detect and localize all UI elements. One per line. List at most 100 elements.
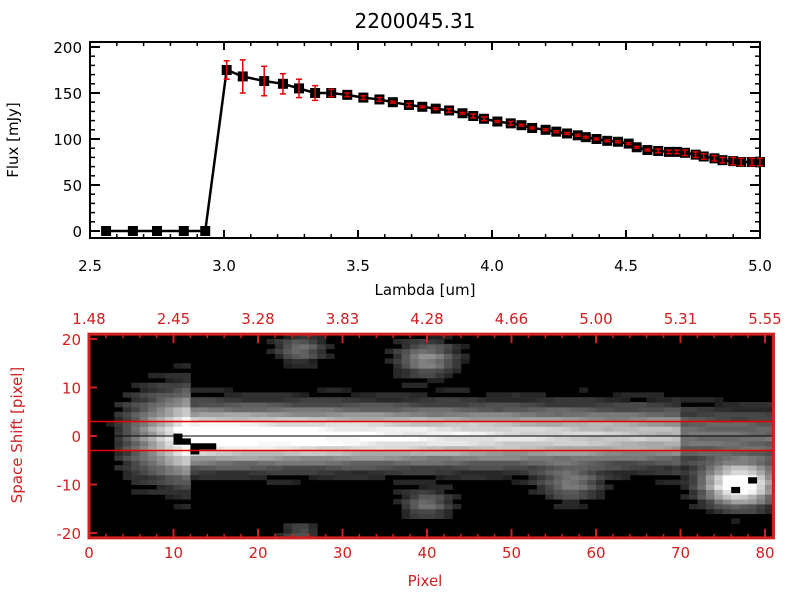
- heatmap-cell: [181, 489, 191, 495]
- heatmap-cell: [722, 474, 732, 481]
- heatmap-cell: [748, 508, 758, 515]
- heatmap-cell: [452, 494, 462, 500]
- heatmap-cell: [469, 436, 479, 442]
- heatmap-cell: [232, 474, 242, 481]
- heatmap-cell: [148, 445, 158, 452]
- heatmap-cell: [291, 334, 301, 340]
- heatmap-cell: [587, 455, 597, 461]
- heatmap-cell: [528, 474, 538, 481]
- heatmap-cell: [173, 382, 183, 388]
- heatmap-cell: [570, 406, 580, 413]
- heatmap-cell: [528, 450, 538, 456]
- heatmap-cell: [443, 494, 453, 500]
- heatmap-cell: [410, 339, 420, 345]
- heatmap-cell: [748, 460, 758, 466]
- heatmap-cell: [291, 450, 301, 456]
- heatmap-cell: [646, 431, 656, 437]
- heatmap-cell: [646, 411, 656, 418]
- heatmap-cell: [562, 489, 572, 495]
- heatmap-cell: [300, 533, 310, 539]
- heatmap-cell: [325, 436, 335, 442]
- heatmap-cell: [460, 358, 470, 364]
- heatmap-cell: [274, 392, 284, 398]
- heatmap-cell: [308, 528, 318, 534]
- heatmap-cell: [173, 411, 183, 418]
- heatmap-cell: [308, 348, 318, 355]
- heatmap-cell: [553, 474, 563, 481]
- heatmap-cell: [165, 460, 174, 466]
- heatmap-cell: [765, 406, 774, 413]
- heatmap-cell: [410, 465, 420, 471]
- heatmap-cell: [300, 406, 310, 413]
- heatmap-cell: [722, 440, 732, 447]
- heatmap-cell: [308, 339, 318, 345]
- heatmap-cell: [672, 465, 681, 471]
- heatmap-cell: [367, 455, 377, 461]
- heatmap-cell: [317, 436, 327, 442]
- heatmap-cell: [705, 499, 715, 505]
- heatmap-cell: [739, 484, 749, 490]
- heatmap-cell: [579, 445, 589, 452]
- heatmap-cell: [156, 392, 166, 398]
- heatmap-cell: [731, 465, 741, 471]
- heatmap-cell: [587, 479, 597, 485]
- heatmap-cell: [443, 460, 453, 466]
- heatmap-cell: [765, 455, 774, 461]
- heatmap-cell: [486, 416, 496, 422]
- heatmap-cell: [722, 460, 732, 466]
- heatmap-cell: [249, 416, 259, 422]
- heatmap-cell: [545, 397, 555, 403]
- heatmap-cell: [317, 411, 327, 418]
- heatmap-cell: [688, 440, 698, 447]
- heatmap-cell: [579, 406, 589, 413]
- heatmap-cell: [148, 402, 158, 408]
- heatmap-cell: [435, 348, 445, 355]
- heatmap-cell: [638, 440, 648, 447]
- heatmap-cell: [587, 421, 597, 427]
- heatmap-cell: [545, 494, 555, 500]
- heatmap-cell: [663, 455, 673, 461]
- heatmap-cell: [596, 489, 605, 495]
- heatmap-cell: [418, 460, 428, 466]
- heatmap-cell: [731, 416, 741, 422]
- heatmap-cell: [427, 339, 436, 345]
- heatmap-cell: [739, 431, 749, 437]
- heatmap-cell: [579, 426, 589, 432]
- heatmap-cell: [562, 503, 572, 510]
- heatmap-cell: [756, 411, 766, 418]
- heatmap-cell: [410, 368, 420, 374]
- heatmap-cell: [418, 363, 428, 369]
- heatmap-cell: [435, 465, 445, 471]
- heatmap-cell: [443, 474, 453, 481]
- heatmap-cell: [570, 397, 580, 403]
- heatmap-cell: [536, 479, 546, 485]
- heatmap-cell: [249, 460, 259, 466]
- heatmap-cell: [680, 397, 690, 403]
- heatmap-cell: [638, 436, 648, 442]
- heatmap-cell: [258, 397, 267, 403]
- heatmap-cell: [697, 421, 707, 427]
- heatmap-cell: [384, 406, 394, 413]
- heatmap-cell: [325, 469, 335, 476]
- heatmap-cell: [334, 465, 343, 471]
- heatmap-cell: [452, 353, 462, 359]
- heatmap-cell: [469, 421, 479, 427]
- heatmap-cell: [443, 436, 453, 442]
- heatmap-cell: [393, 445, 403, 452]
- heatmap-cell: [308, 343, 318, 350]
- heatmap-cell: [198, 411, 208, 418]
- heatmap-cell: [122, 426, 132, 432]
- heatmap-cell: [655, 402, 665, 408]
- heatmap-cell: [587, 484, 597, 490]
- heatmap-cell: [452, 343, 462, 350]
- masked-pixel: [181, 438, 191, 445]
- heatmap-cell: [443, 358, 453, 364]
- heatmap-cell: [148, 397, 158, 403]
- heatmap-cell: [562, 436, 572, 442]
- heatmap-cell: [384, 348, 394, 355]
- heatmap-cell: [274, 450, 284, 456]
- heatmap-cell: [503, 397, 512, 403]
- heatmap-cell: [722, 416, 732, 422]
- data-point: [200, 226, 211, 236]
- heatmap-cell: [435, 353, 445, 359]
